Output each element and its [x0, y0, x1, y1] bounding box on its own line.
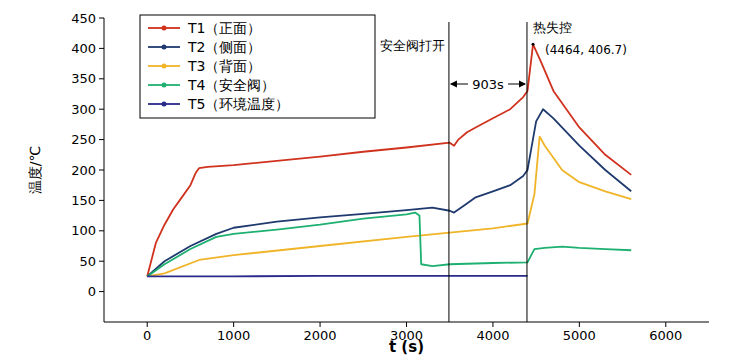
y-tick-label: 350 — [71, 71, 96, 86]
y-tick-label: 0 — [88, 284, 96, 299]
legend-marker — [162, 64, 167, 69]
y-tick — [99, 200, 104, 201]
legend-label: T4（安全阀） — [187, 77, 275, 93]
y-tick-label: 200 — [71, 163, 96, 178]
interval-label-bg — [468, 74, 508, 92]
chart: 0100020003000400050006000050100150200250… — [0, 0, 750, 360]
legend-label: T2（侧面） — [187, 39, 261, 55]
arrow-head — [450, 81, 457, 88]
y-tick-label: 300 — [71, 102, 96, 117]
y-tick-label: 250 — [71, 132, 96, 147]
y-tick-label: 450 — [71, 11, 96, 26]
y-tick — [99, 230, 104, 231]
y-tick — [99, 261, 104, 262]
point-marker — [532, 43, 535, 46]
x-tick — [579, 322, 580, 327]
legend-marker — [162, 102, 167, 107]
event-line — [448, 22, 449, 322]
x-tick — [665, 322, 666, 327]
x-tick — [320, 322, 321, 327]
y-tick — [99, 48, 104, 49]
x-tick-label: 0 — [143, 328, 151, 343]
x-tick-label: 5000 — [563, 328, 596, 343]
legend-marker — [162, 26, 167, 31]
series-line — [147, 44, 631, 276]
x-tick — [406, 322, 407, 327]
x-tick-label: 2000 — [304, 328, 337, 343]
series-line — [147, 137, 631, 277]
legend-box — [140, 15, 375, 118]
y-tick — [99, 139, 104, 140]
legend-marker — [162, 83, 167, 88]
x-tick-label: 4000 — [476, 328, 509, 343]
arrow-head — [519, 81, 526, 88]
legend-label: T5（环境温度） — [187, 96, 289, 112]
y-tick — [99, 18, 104, 19]
y-tick-label: 50 — [79, 254, 96, 269]
event-label: 安全阀打开 — [380, 38, 445, 53]
event-line — [526, 22, 527, 322]
interval-label: 903s — [472, 77, 504, 92]
series-line — [147, 275, 527, 277]
series-line — [147, 109, 631, 276]
x-tick — [492, 322, 493, 327]
x-tick-label: 6000 — [649, 328, 682, 343]
y-tick-label: 150 — [71, 193, 96, 208]
x-tick-label: 1000 — [217, 328, 250, 343]
point-label: (4464, 406.7) — [545, 43, 627, 57]
y-axis-label: 温度/℃ — [27, 146, 43, 194]
x-axis-label: t (s) — [389, 338, 424, 356]
legend-label: T3（背面） — [187, 58, 261, 74]
x-tick — [233, 322, 234, 327]
series-group — [147, 44, 631, 276]
y-tick — [99, 291, 104, 292]
y-tick — [99, 109, 104, 110]
y-tick — [99, 78, 104, 79]
y-tick — [99, 170, 104, 171]
legend-label: T1（正面） — [187, 20, 261, 36]
event-label: 热失控 — [533, 20, 572, 35]
x-tick — [147, 322, 148, 327]
series-line — [147, 213, 631, 277]
y-tick-label: 400 — [71, 41, 96, 56]
legend-marker — [162, 45, 167, 50]
y-tick-label: 100 — [71, 223, 96, 238]
